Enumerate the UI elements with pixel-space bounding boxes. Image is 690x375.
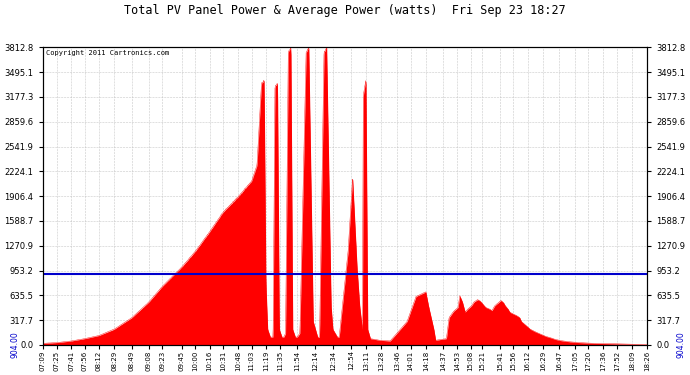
Text: 904.00: 904.00: [676, 332, 685, 358]
Text: Copyright 2011 Cartronics.com: Copyright 2011 Cartronics.com: [46, 50, 169, 56]
Text: 904.00: 904.00: [11, 332, 20, 358]
Text: Total PV Panel Power & Average Power (watts)  Fri Sep 23 18:27: Total PV Panel Power & Average Power (wa…: [124, 4, 566, 17]
